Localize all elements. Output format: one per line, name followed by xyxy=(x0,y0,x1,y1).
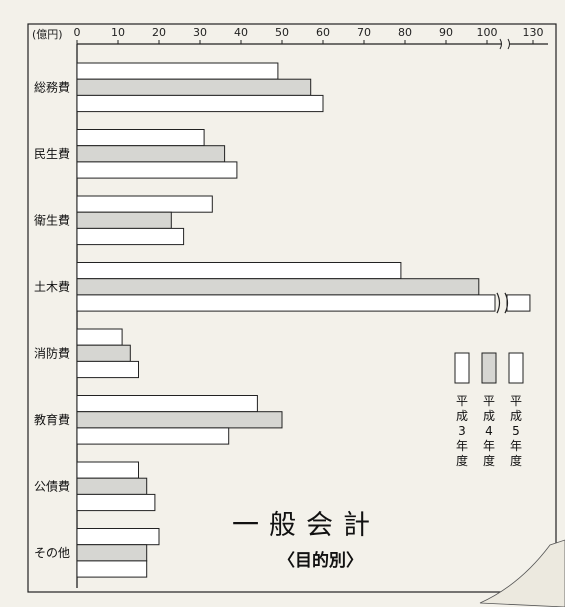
x-tick-label: 40 xyxy=(234,26,248,39)
legend-swatch xyxy=(481,352,497,384)
page-curl xyxy=(479,539,565,607)
bar xyxy=(76,528,160,546)
legend-label: 平 xyxy=(483,394,495,408)
legend-label: 度 xyxy=(456,453,468,468)
legend-swatch xyxy=(454,352,470,384)
legend-label: 度 xyxy=(483,453,495,468)
bar xyxy=(76,278,480,296)
legend-swatch xyxy=(508,352,524,384)
x-tick-label: 80 xyxy=(398,26,412,39)
bar xyxy=(76,62,279,80)
bar xyxy=(76,195,213,213)
bar xyxy=(76,328,123,346)
legend-label: 年 xyxy=(483,439,495,453)
bar xyxy=(76,411,283,429)
bar xyxy=(76,227,185,246)
category-label: 土木費 xyxy=(34,279,70,294)
bar xyxy=(76,427,230,445)
x-tick-label: 60 xyxy=(316,26,330,39)
bar xyxy=(76,129,205,147)
bar xyxy=(76,395,258,413)
x-tick-label: 100 xyxy=(477,26,498,39)
x-tick-label: 70 xyxy=(357,26,371,39)
bar xyxy=(76,294,496,312)
chart-subtitle: 〈目的別〉 xyxy=(278,550,363,571)
legend-label: 4 xyxy=(485,424,493,438)
bars xyxy=(76,62,531,578)
legend-label: 度 xyxy=(510,453,522,468)
legend-label: 平 xyxy=(456,394,468,408)
bar-break-mark xyxy=(496,292,509,314)
bar xyxy=(76,262,402,280)
x-tick-label: 130 xyxy=(523,26,544,39)
legend-label: 3 xyxy=(458,424,466,438)
legend-label: 成 xyxy=(483,409,495,423)
bar-continuation xyxy=(506,294,531,312)
category-label: 公債費 xyxy=(34,478,70,493)
category-label: その他 xyxy=(34,546,70,560)
x-tick-label: 30 xyxy=(193,26,207,39)
x-tick-label: 0 xyxy=(74,26,81,39)
bar xyxy=(76,477,148,495)
legend-label: 平 xyxy=(510,394,522,408)
bar xyxy=(76,94,324,113)
category-label: 総務費 xyxy=(34,79,70,94)
legend-label: 5 xyxy=(512,424,520,438)
x-tick-label: 90 xyxy=(439,26,453,39)
bar xyxy=(76,461,139,479)
category-label: 衛生費 xyxy=(34,212,70,227)
legend-label: 年 xyxy=(456,439,468,453)
chart-title: 一般会計 xyxy=(232,510,380,541)
bar xyxy=(76,544,148,562)
bar xyxy=(76,211,172,229)
bar xyxy=(76,360,139,379)
x-tick-label: 10 xyxy=(111,26,125,39)
bar xyxy=(76,161,238,179)
legend-label: 成 xyxy=(456,409,468,423)
legend-label: 年 xyxy=(510,439,522,453)
category-label: 教育費 xyxy=(34,412,70,427)
bar xyxy=(76,145,226,163)
axis-break-mark xyxy=(499,38,510,50)
bar xyxy=(76,560,148,578)
x-tick-label: 20 xyxy=(152,26,166,39)
legend-label: 成 xyxy=(510,409,522,423)
bar xyxy=(76,493,156,512)
category-label: 民生費 xyxy=(34,146,70,161)
bar xyxy=(76,344,131,362)
unit-label: (億円) xyxy=(32,28,63,41)
x-tick-label: 50 xyxy=(275,26,289,39)
chart-frame xyxy=(27,23,557,593)
bar xyxy=(76,78,312,96)
category-label: 消防費 xyxy=(34,345,70,360)
